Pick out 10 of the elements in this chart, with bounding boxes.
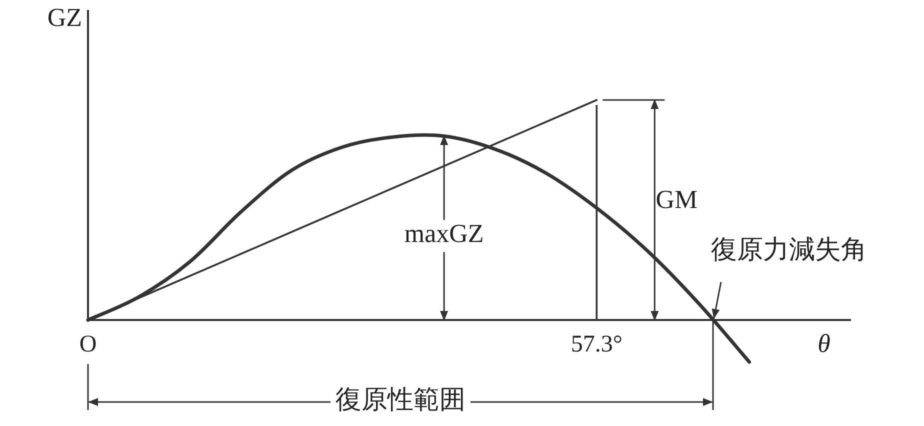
annotation: 復原力減失角 (711, 234, 868, 319)
annotation: maxGZ (386, 135, 502, 321)
annotation: 復原力減失角 (711, 234, 868, 264)
y-axis-title: GZ (47, 2, 82, 32)
x-tick-label: 57.3° (570, 332, 622, 358)
annotation: GM (656, 184, 698, 214)
x-tick-label: O (79, 332, 97, 358)
annotation: GM (602, 99, 698, 321)
x-axis-title: θ (818, 328, 831, 358)
annotation: maxGZ (404, 219, 484, 248)
